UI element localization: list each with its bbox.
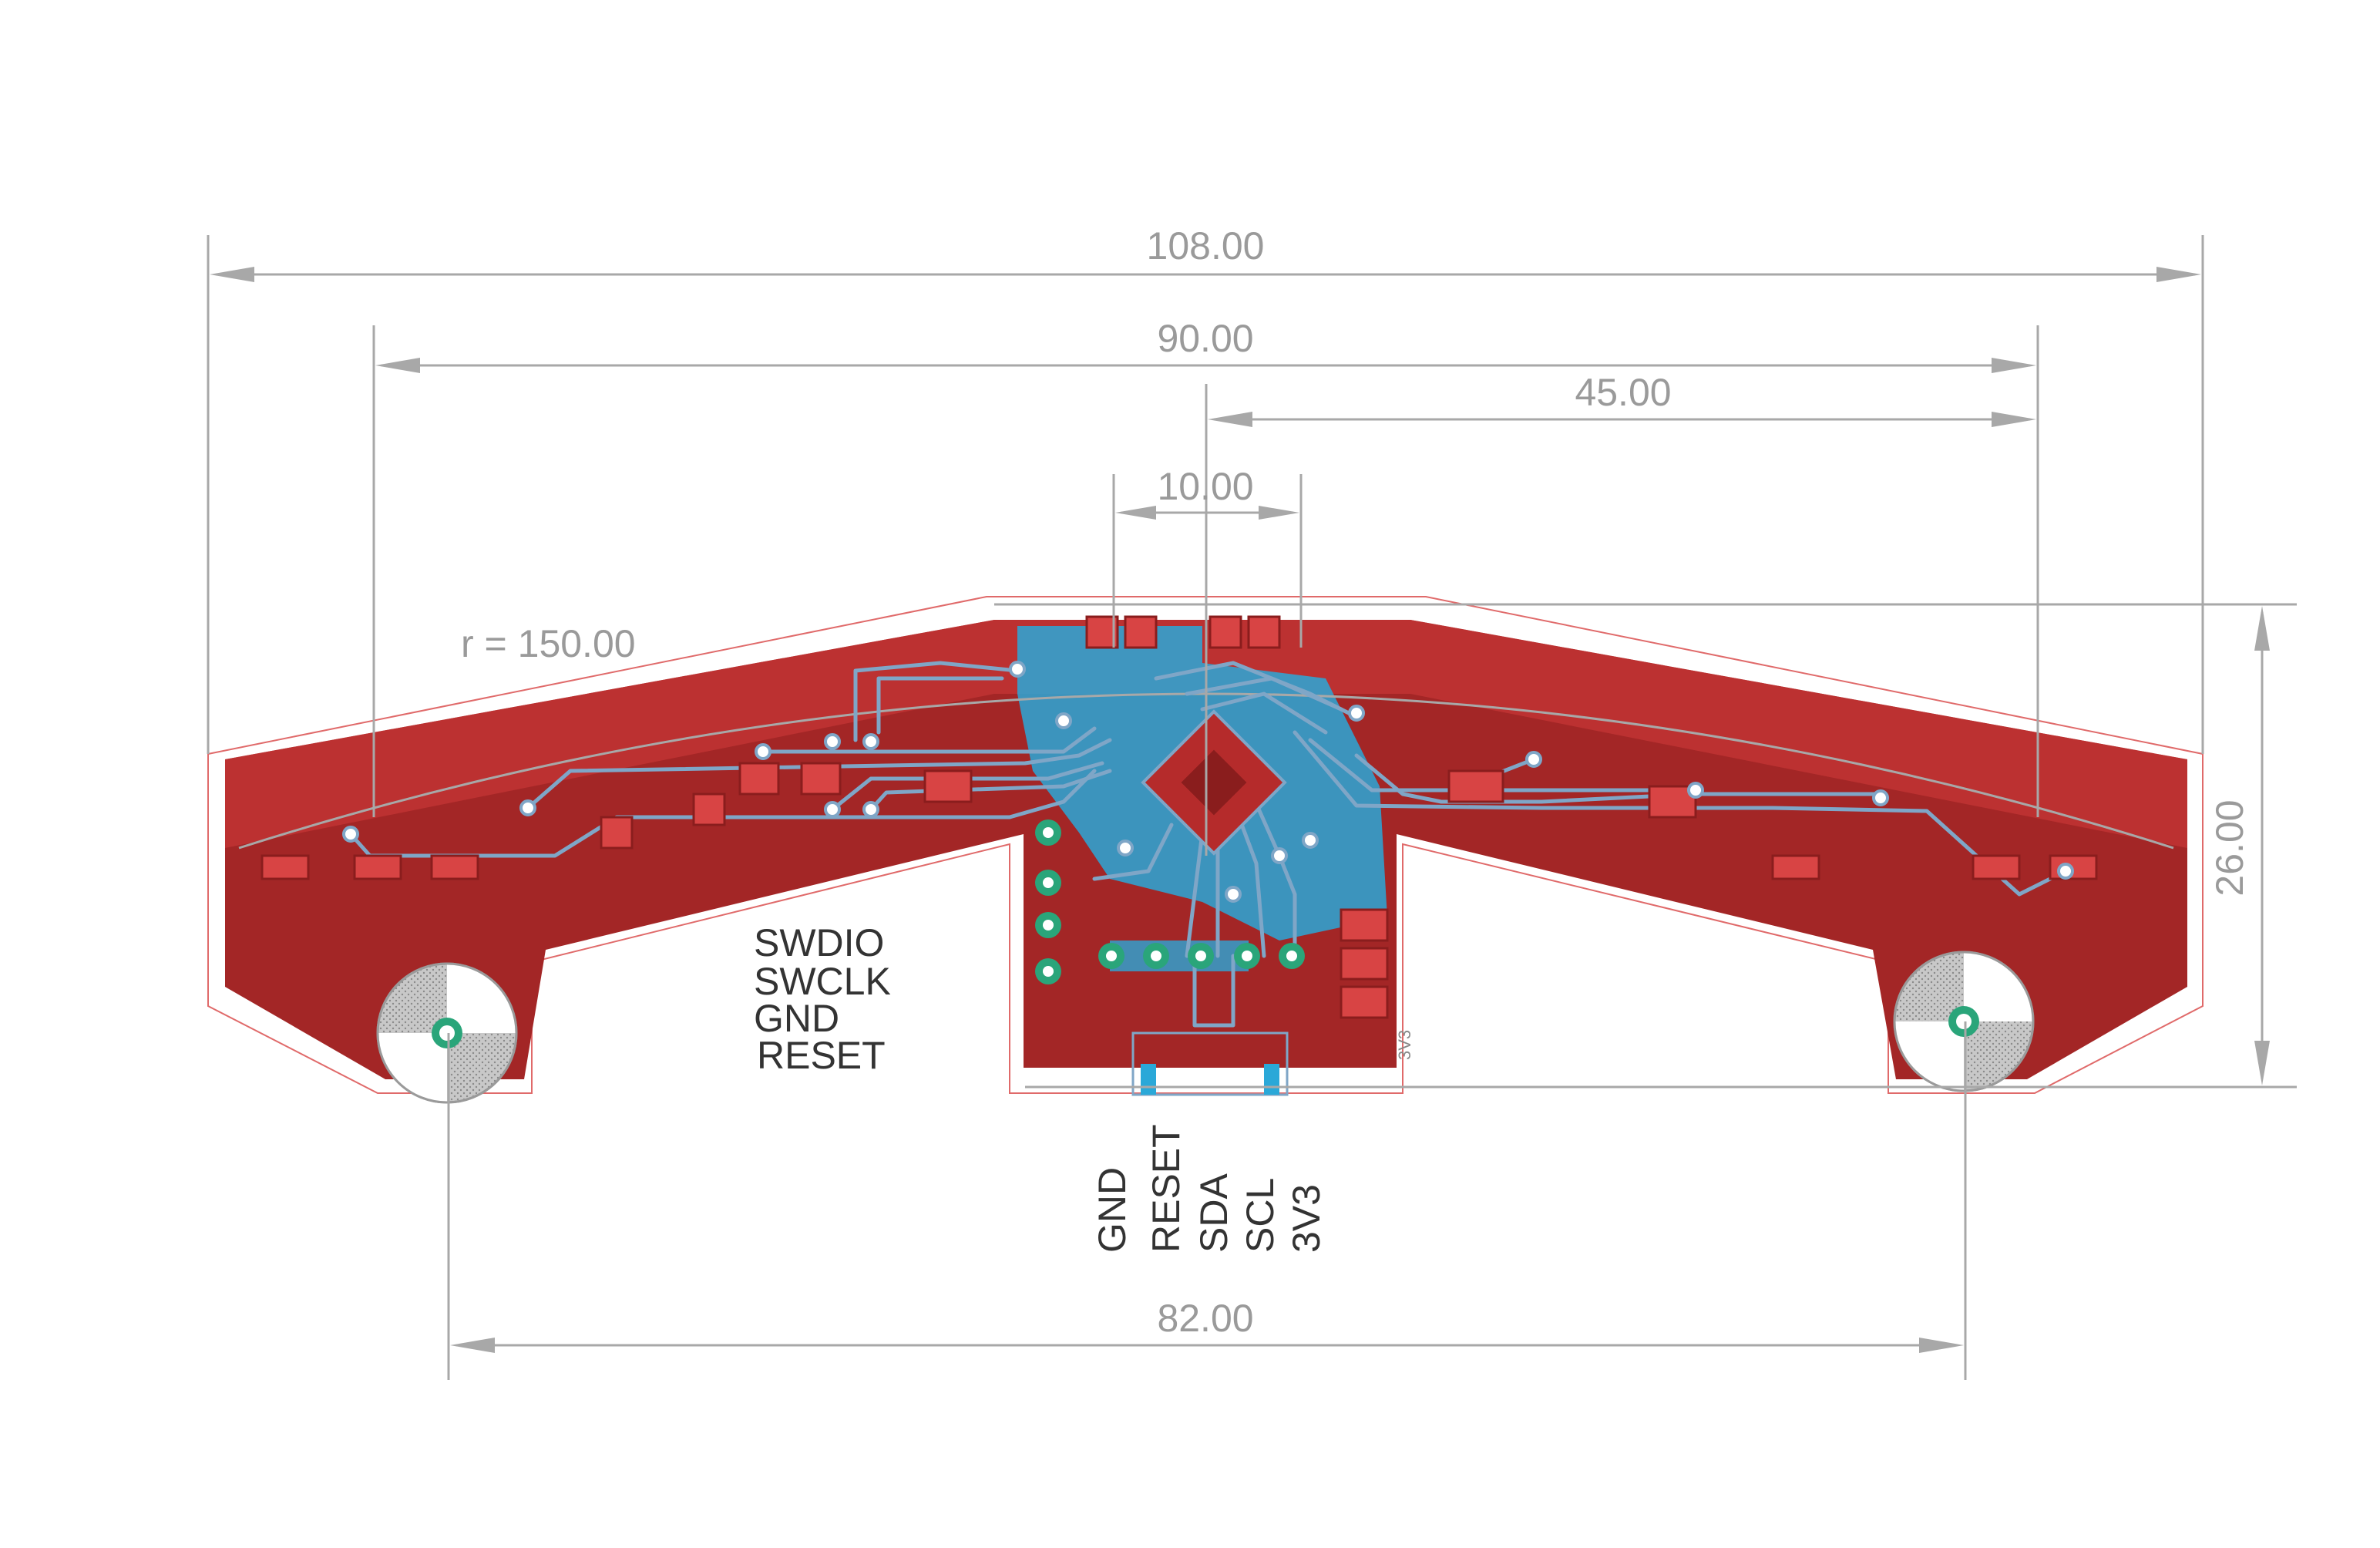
- swd-label-swdio: SWDIO: [754, 921, 884, 964]
- i2c-label-3v3: 3V3: [1285, 1184, 1328, 1253]
- dim-sensor-span: [372, 325, 2039, 817]
- smd-pads: [261, 615, 2098, 1019]
- board-label-3v3: 3V3: [1395, 1030, 1414, 1060]
- mcu-chip: [1141, 709, 1287, 856]
- i2c-header: [1098, 943, 1305, 969]
- dim-center-width: [1112, 474, 1303, 648]
- dim-half-span: [1205, 384, 2036, 856]
- swd-header: [1035, 819, 1061, 984]
- dim-overall-width: [207, 235, 2204, 754]
- i2c-label-scl: SCL: [1239, 1178, 1282, 1253]
- mount-hole-right: [1893, 951, 2035, 1092]
- dim-height: [994, 603, 2297, 1089]
- dim-label-radius: r = 150.00: [461, 622, 636, 665]
- copper-top-band: [225, 620, 2187, 848]
- dim-label-half-span: 45.00: [1575, 371, 1671, 414]
- dim-label-overall-width: 108.00: [1147, 224, 1265, 268]
- swd-label-reset: RESET: [757, 1034, 886, 1077]
- mount-hole-left: [376, 962, 518, 1104]
- dim-label-sensor-span: 90.00: [1157, 317, 1253, 360]
- swd-label-swclk: SWCLK: [754, 960, 891, 1003]
- i2c-label-gnd: GND: [1091, 1167, 1134, 1253]
- dim-mount-spacing: [447, 1021, 1967, 1380]
- dim-label-height: 26.00: [2208, 799, 2251, 896]
- swd-label-gnd: GND: [754, 997, 839, 1040]
- i2c-label-sda: SDA: [1192, 1173, 1235, 1253]
- i2c-label-reset: RESET: [1145, 1124, 1188, 1253]
- bottom-copper-strip: [1110, 941, 1249, 971]
- dim-label-center-width: 10.00: [1157, 465, 1253, 508]
- vias: [342, 661, 2074, 903]
- dim-label-mount-spacing: 82.00: [1157, 1297, 1253, 1340]
